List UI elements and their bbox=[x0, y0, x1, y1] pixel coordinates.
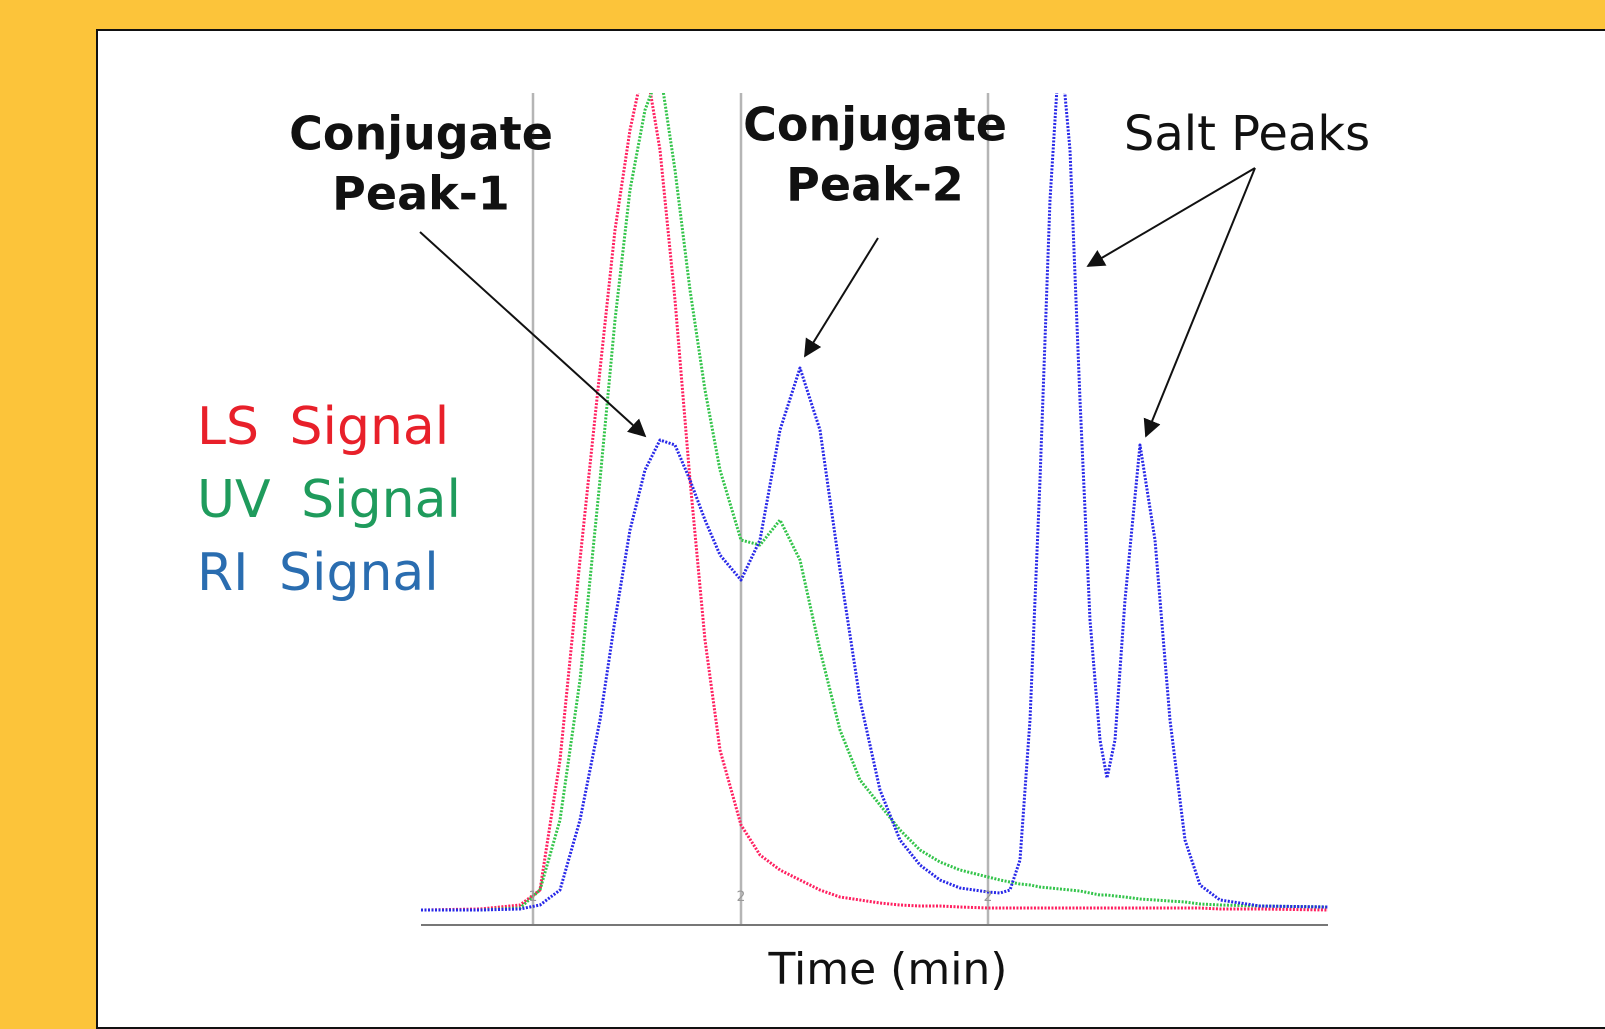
annotation: Peak-2 bbox=[786, 158, 964, 212]
plot-area bbox=[421, 93, 1328, 912]
grid bbox=[531, 93, 990, 925]
legend-label: RI Signal bbox=[197, 543, 439, 603]
arrow bbox=[419, 231, 647, 438]
legend-label: UV Signal bbox=[197, 470, 461, 530]
arrow bbox=[1143, 167, 1256, 438]
x-tick-label: 1 bbox=[529, 889, 538, 905]
series-line bbox=[421, 93, 1328, 912]
arrow bbox=[804, 237, 879, 358]
x-axis-label: Time (min) bbox=[768, 944, 1008, 995]
annotation: Conjugate bbox=[743, 98, 1007, 152]
x-tick-label: 2 bbox=[984, 889, 993, 905]
legend-label: LS Signal bbox=[197, 397, 449, 457]
x-tick-label: 2 bbox=[737, 889, 746, 905]
series-line bbox=[421, 93, 1328, 912]
annotation: Peak-1 bbox=[332, 167, 510, 221]
annotation: Conjugate bbox=[289, 107, 553, 161]
arrow bbox=[1086, 167, 1256, 267]
series-line bbox=[421, 93, 1328, 912]
panel bbox=[96, 29, 1605, 1029]
annotation: Salt Peaks bbox=[1124, 106, 1370, 162]
